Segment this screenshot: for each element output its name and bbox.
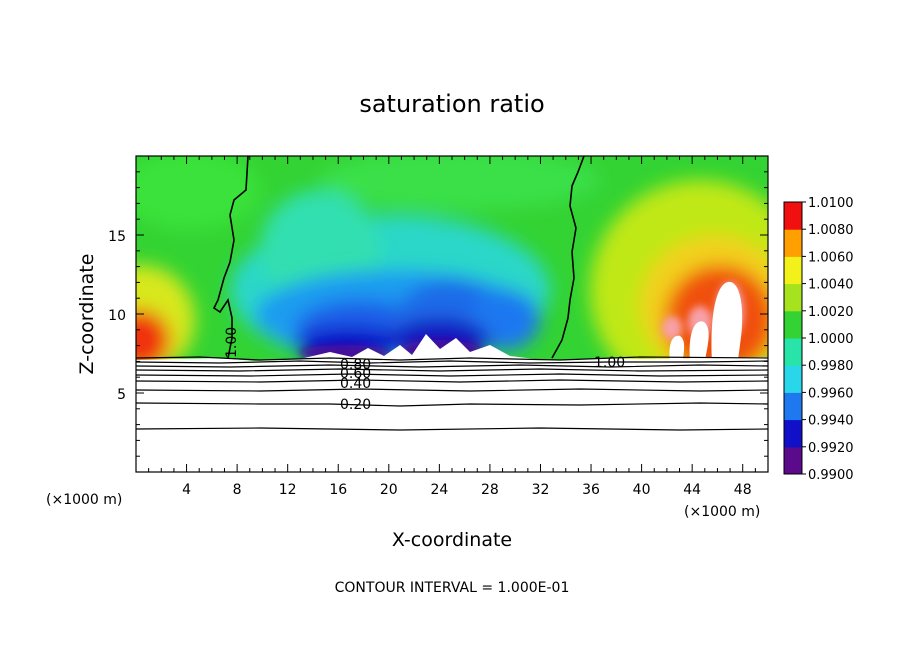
colorbar-tick-label: 1.0060 [808, 250, 854, 265]
colorbar-swatch [784, 446, 802, 475]
x-tick-label: 48 [734, 482, 752, 498]
colorbar-swatch [784, 202, 802, 230]
x-tick-label: 20 [380, 482, 398, 498]
contour-interval-note: CONTOUR INTERVAL = 1.000E-01 [335, 580, 570, 596]
colorbar-frame [783, 201, 803, 475]
x-tick-label: 4 [182, 482, 191, 498]
colorbar-swatch [784, 310, 802, 339]
contour-label: 0.40 [340, 376, 371, 392]
contour-label: 0.20 [340, 397, 371, 413]
colorbar-tick-label: 1.0080 [808, 223, 854, 238]
colorbar-tick-label: 1.0040 [808, 278, 854, 293]
plot-area [136, 156, 768, 472]
subcloud-region [136, 334, 768, 472]
colorbar-swatch [784, 419, 802, 448]
x-tick-label: 8 [233, 482, 242, 498]
contour-label: 1.00 [594, 355, 625, 371]
colorbar-swatch [784, 256, 802, 285]
x-tick-label: 12 [279, 482, 297, 498]
oversaturated-region [711, 281, 743, 360]
oversaturated-region [689, 321, 709, 360]
x-tick-label: 24 [430, 482, 448, 498]
oversaturated-region [669, 335, 685, 360]
x-axis: 4 8 12 16 20 24 28 32 36 40 44 48 [148, 156, 756, 498]
colorbar-tick-label: 0.9940 [808, 414, 854, 429]
y-axis: 5 10 15 [108, 171, 768, 457]
x-tick-label: 40 [633, 482, 651, 498]
moist-flank-pink [662, 316, 682, 340]
contour-label: 0.60 [340, 366, 371, 382]
contour-line-1-00-right [551, 156, 585, 359]
y-tick-label: 10 [108, 308, 126, 324]
colorbar-tick-label: 1.0100 [808, 196, 854, 211]
contour-lines-below [136, 356, 768, 431]
moist-flank-red [136, 310, 170, 370]
colorbar-swatch [784, 392, 802, 421]
x-unit-right: (×1000 m) [684, 504, 760, 520]
field-patch [136, 156, 260, 230]
x-tick-label: 28 [481, 482, 499, 498]
colorbar-swatch [784, 283, 802, 312]
colorbar-tick-label: 0.9900 [808, 468, 854, 483]
x-unit-left: (×1000 m) [46, 492, 122, 508]
colorbar-tick-label: 0.9980 [808, 359, 854, 374]
colorbar-tick-label: 0.9960 [808, 386, 854, 401]
x-tick-label: 32 [532, 482, 550, 498]
x-tick-label: 44 [683, 482, 701, 498]
colorbar-swatch [784, 229, 802, 257]
x-axis-label: X-coordinate [392, 529, 512, 551]
y-tick-label: 5 [117, 387, 126, 403]
colorbar-swatch [784, 338, 802, 366]
field-patch [320, 156, 600, 210]
colorbar-swatch [784, 365, 802, 393]
colorbar-tick-label: 1.0000 [808, 332, 854, 347]
y-tick-label: 15 [108, 229, 126, 245]
y-axis-label: Z-coordinate [76, 254, 98, 375]
contour-label: 0.80 [340, 357, 371, 373]
contour-label: 1.00 [224, 327, 240, 358]
contour-line-1-00-left [212, 156, 249, 359]
colorbar-tick-label: 1.0020 [808, 305, 854, 320]
chart-title: saturation ratio [359, 90, 544, 118]
colorbar: 0.9900 0.9920 0.9940 0.9960 0.9980 1.0000 1.00… [784, 196, 854, 483]
colorbar-tick-label: 0.9920 [808, 441, 854, 456]
x-tick-label: 16 [329, 482, 347, 498]
x-tick-label: 36 [582, 482, 600, 498]
